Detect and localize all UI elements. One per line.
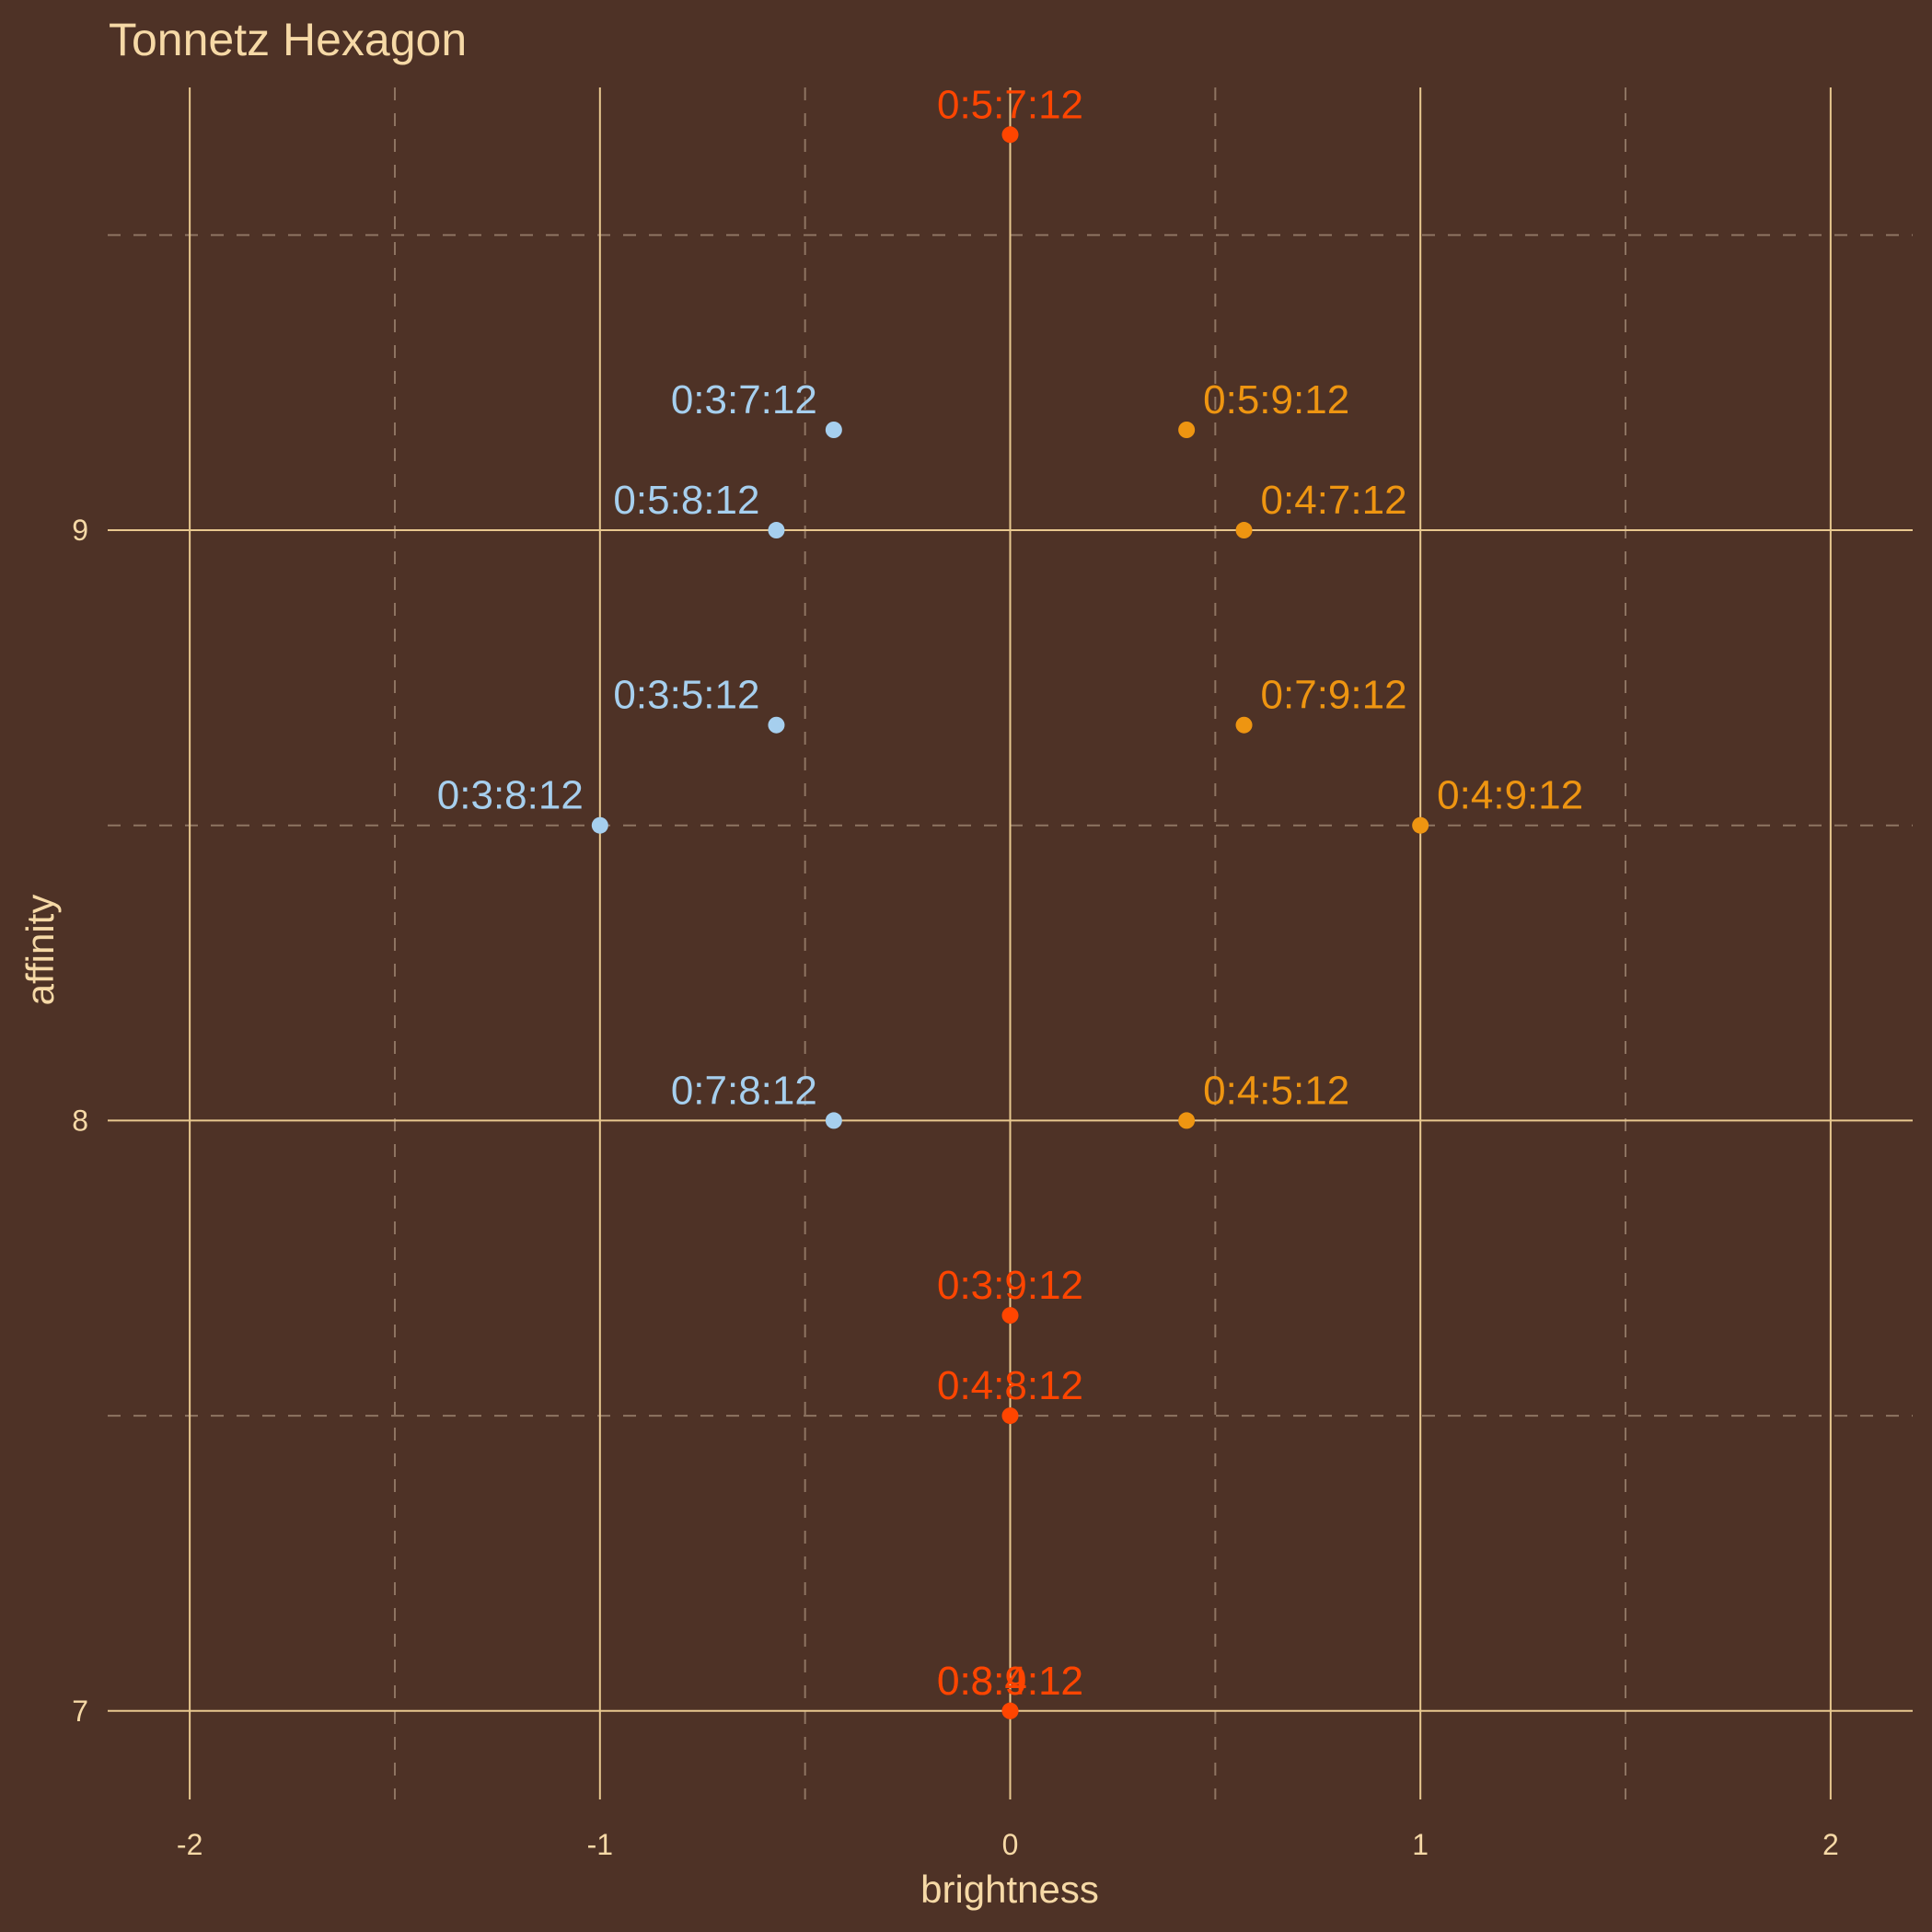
data-point: [825, 422, 842, 438]
point-label: 0:3:5:12: [613, 673, 759, 718]
point-label: 0:8:9:12: [937, 1659, 1083, 1704]
data-points: [591, 126, 1429, 1719]
point-label: 0:4:8:12: [937, 1363, 1083, 1408]
x-tick-label: 2: [1822, 1828, 1839, 1861]
y-tick-label: 7: [72, 1695, 88, 1728]
point-label: 0:4:5:12: [1203, 1068, 1349, 1113]
x-axis-title: brightness: [920, 1868, 1099, 1911]
data-point: [1001, 1702, 1019, 1719]
data-point: [768, 522, 785, 539]
data-point: [1001, 1307, 1019, 1325]
point-label: 0:7:9:12: [1261, 673, 1407, 718]
point-label: 0:4:9:12: [1437, 773, 1583, 818]
data-point: [768, 716, 785, 734]
y-tick-label: 9: [72, 514, 88, 547]
x-tick-label: -2: [177, 1828, 202, 1861]
axis-ticks: -2 -1 0 1 2 7 8 9: [72, 514, 1839, 1861]
point-label: 0:3:7:12: [671, 377, 817, 422]
data-point: [1178, 1112, 1196, 1129]
point-label: 0:5:7:12: [937, 82, 1083, 127]
data-point: [1412, 816, 1429, 834]
point-label: 0:3:8:12: [437, 773, 584, 818]
data-point: [1178, 422, 1196, 438]
grid-lines: [108, 87, 1913, 1799]
point-label: 0:4:7:12: [1261, 478, 1407, 523]
data-point: [1001, 1407, 1019, 1425]
chart-title: Tonnetz Hexagon: [109, 14, 467, 65]
data-point: [1235, 522, 1253, 539]
x-tick-label: -1: [587, 1828, 613, 1861]
data-point: [825, 1112, 842, 1129]
point-label: 0:5:9:12: [1203, 377, 1349, 422]
data-point: [1235, 716, 1253, 734]
point-labels: 0:5:7:12 0:3:7:12 0:5:9:12 0:5:8:12 0:4:7:12…: [437, 82, 1583, 1703]
point-label: 0:7:8:12: [671, 1068, 817, 1113]
point-label: 0:5:8:12: [613, 478, 759, 523]
data-point: [591, 816, 608, 834]
point-label: 0:3:4:12: [937, 1659, 1083, 1704]
y-tick-label: 8: [72, 1104, 88, 1137]
data-point: [1001, 126, 1019, 144]
point-label: 0:3:9:12: [937, 1263, 1083, 1308]
x-tick-label: 1: [1412, 1828, 1429, 1861]
x-tick-label: 0: [1002, 1828, 1019, 1861]
y-axis-title: affinity: [18, 895, 62, 1006]
